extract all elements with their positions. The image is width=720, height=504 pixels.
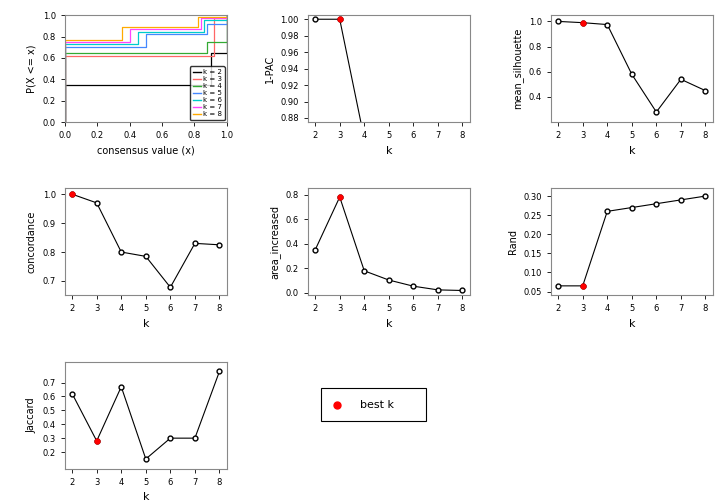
Y-axis label: 1-PAC: 1-PAC xyxy=(264,54,274,83)
X-axis label: k: k xyxy=(629,146,635,156)
X-axis label: k: k xyxy=(629,319,635,329)
Y-axis label: Rand: Rand xyxy=(508,229,518,255)
X-axis label: k: k xyxy=(143,492,149,502)
Legend: k = 2, k = 3, k = 4, k = 5, k = 6, k = 7, k = 8: k = 2, k = 3, k = 4, k = 5, k = 6, k = 7… xyxy=(190,66,225,120)
Y-axis label: Jaccard: Jaccard xyxy=(27,398,37,433)
Text: best k: best k xyxy=(360,400,394,410)
X-axis label: k: k xyxy=(143,319,149,329)
Y-axis label: mean_silhouette: mean_silhouette xyxy=(512,28,523,109)
X-axis label: k: k xyxy=(385,146,392,156)
Y-axis label: concordance: concordance xyxy=(27,211,37,273)
Y-axis label: area_increased: area_increased xyxy=(269,205,280,279)
X-axis label: k: k xyxy=(385,319,392,329)
X-axis label: consensus value (x): consensus value (x) xyxy=(97,146,194,156)
Y-axis label: P(X <= x): P(X <= x) xyxy=(27,44,37,93)
